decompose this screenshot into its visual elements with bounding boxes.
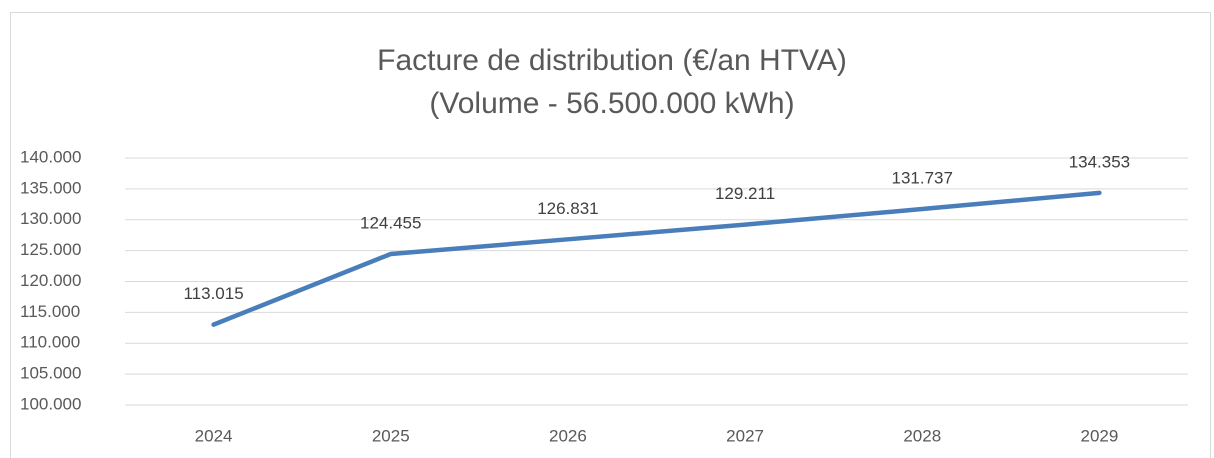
x-tick-label: 2029 (1081, 426, 1119, 445)
chart-subtitle: (Volume - 56.500.000 kWh) (429, 87, 794, 120)
y-tick-label: 120.000 (20, 271, 81, 290)
y-tick-label: 140.000 (20, 147, 81, 166)
data-label: 124.455 (360, 213, 421, 232)
y-tick-label: 115.000 (20, 302, 80, 321)
x-tick-label: 2027 (726, 426, 764, 445)
data-label: 134.353 (1069, 152, 1130, 171)
x-tick-label: 2026 (549, 426, 587, 445)
data-label: 126.831 (537, 199, 598, 218)
data-label: 129.211 (715, 184, 775, 203)
y-tick-label: 110.000 (20, 333, 80, 352)
line-series (211, 190, 1102, 327)
x-tick-label: 2025 (372, 426, 410, 445)
data-label: 113.015 (183, 284, 243, 303)
y-tick-label: 125.000 (20, 240, 81, 259)
data-label: 131.737 (892, 169, 953, 188)
y-tick-label: 105.000 (20, 364, 81, 383)
x-tick-label: 2028 (903, 426, 941, 445)
chart-title: Facture de distribution (€/an HTVA) (377, 44, 847, 77)
y-tick-label: 135.000 (20, 178, 81, 197)
y-tick-label: 130.000 (20, 209, 81, 228)
x-tick-label: 2024 (195, 426, 233, 445)
y-tick-label: 100.000 (20, 394, 81, 413)
